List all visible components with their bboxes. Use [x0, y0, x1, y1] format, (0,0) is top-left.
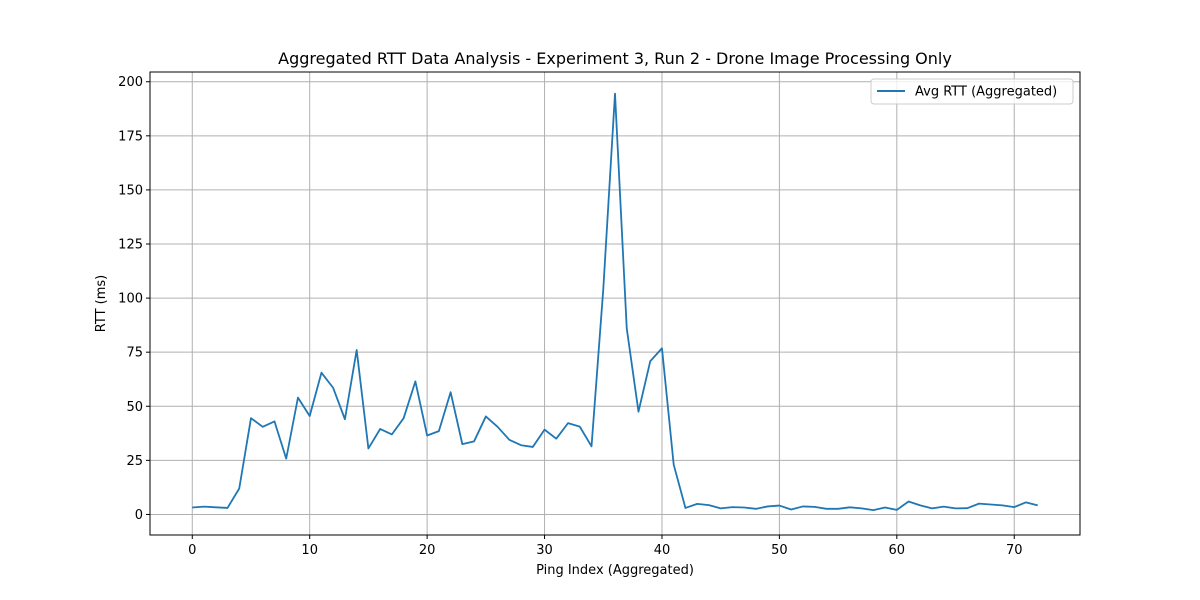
legend-box — [870, 78, 1074, 105]
y-tick-label: 0 — [135, 508, 143, 523]
x-tick-label: 0 — [188, 543, 196, 558]
y-tick-label: 150 — [118, 183, 143, 198]
chart-title: Aggregated RTT Data Analysis - Experimen… — [278, 49, 952, 68]
y-tick-label: 100 — [118, 292, 143, 307]
x-tick-label: 10 — [301, 543, 318, 558]
x-tick-label: 30 — [536, 543, 553, 558]
x-tick-label: 60 — [889, 543, 906, 558]
y-tick-label: 75 — [126, 346, 143, 361]
x-tick-label: 40 — [654, 543, 671, 558]
plot-area-frame — [149, 71, 1081, 536]
x-tick-label: 20 — [419, 543, 436, 558]
y-tick-label: 25 — [126, 454, 143, 469]
x-tick-label: 50 — [771, 543, 788, 558]
y-tick-label: 175 — [118, 129, 143, 144]
x-axis-label: Ping Index (Aggregated) — [536, 563, 694, 578]
legend-label: Avg RTT (Aggregated) — [915, 85, 1057, 100]
grid-lines — [150, 72, 1080, 535]
series-layer — [192, 92, 1038, 512]
axis-ticks: 0 10 20 30 40 50 60 70 0 25 50 75 100 125 150 175 200 — [118, 75, 1022, 558]
legend: Avg RTT (Aggregated) — [870, 78, 1074, 105]
y-axis-label: RTT (ms) — [94, 275, 109, 332]
x-tick-label: 70 — [1006, 543, 1023, 558]
series-line-0 — [192, 92, 1038, 512]
y-tick-label: 125 — [118, 238, 143, 253]
y-tick-label: 50 — [126, 400, 143, 415]
y-tick-label: 200 — [118, 75, 143, 90]
